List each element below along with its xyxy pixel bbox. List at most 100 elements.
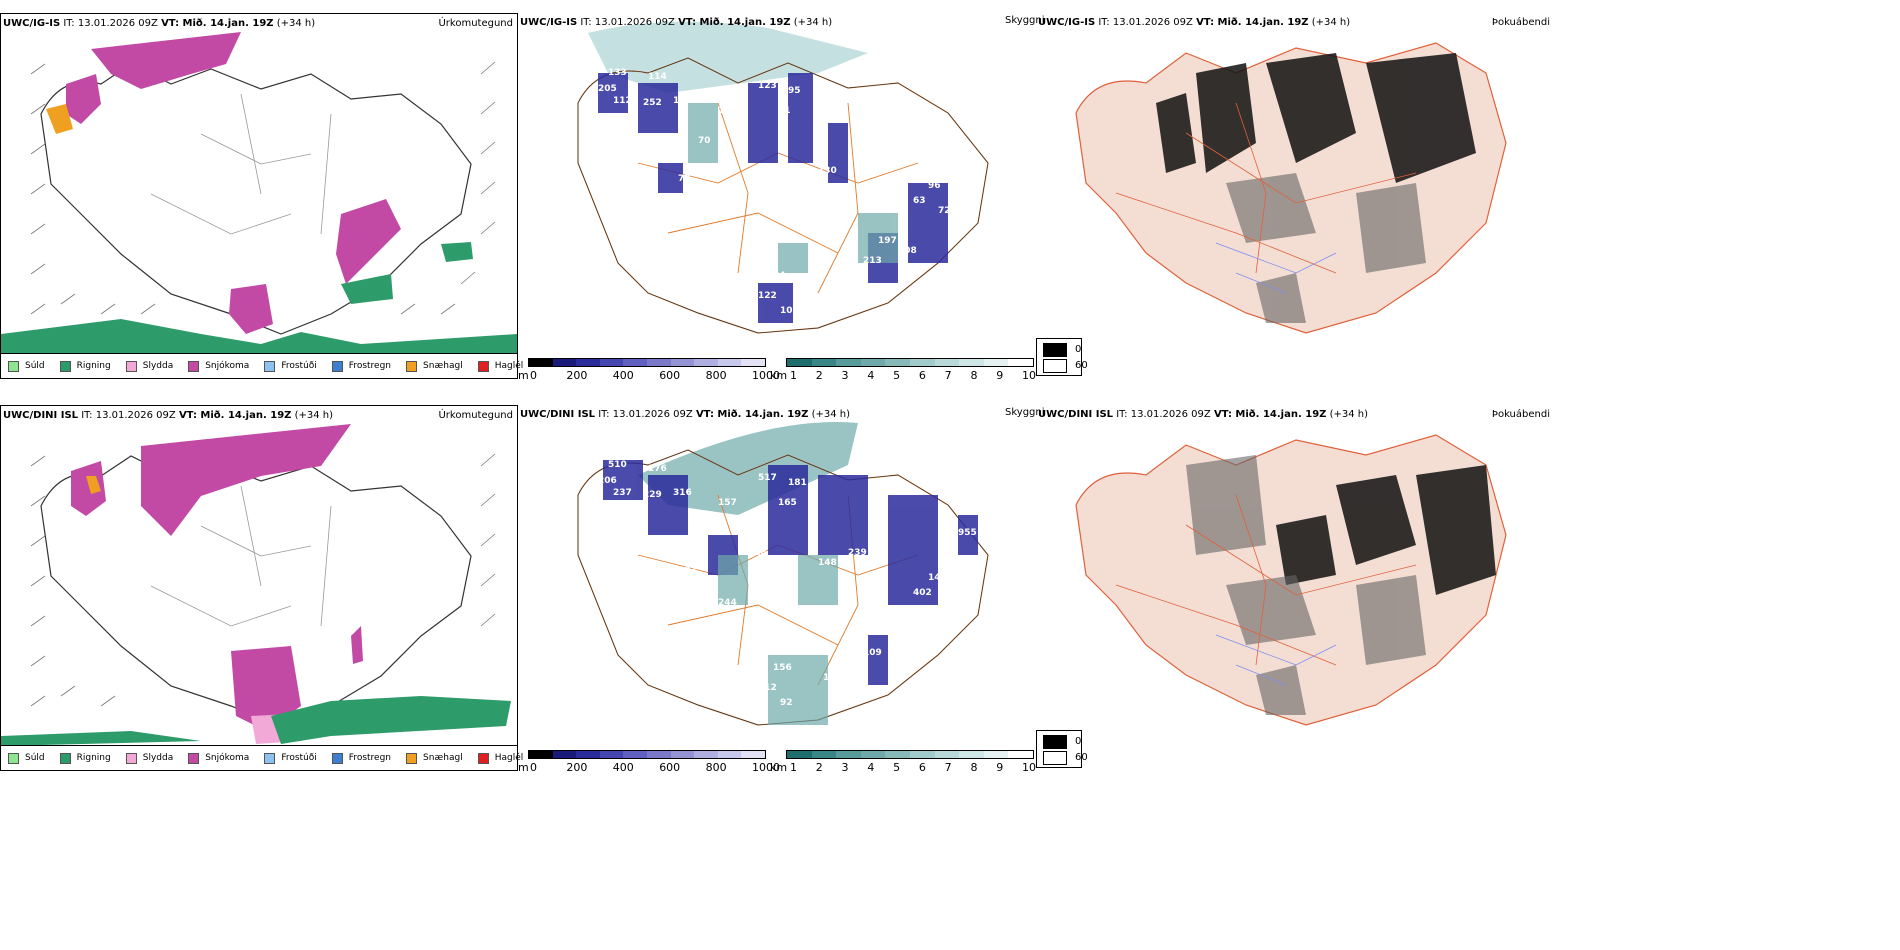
legend-label: Snjókoma [205,361,250,371]
height-tick: 400 [612,369,634,382]
legend-swatch [331,752,343,764]
visibility-map-row2: 510 176 206 237 229 316 517 181 165 157 180 125 197 1… [577,422,989,726]
legend-swatch [406,360,418,372]
legend-item-6: Snæhagl [406,752,463,764]
height-colorbar [528,750,766,759]
height-tick: 1000 [752,369,780,382]
fog-swatch-60 [1043,751,1067,765]
visibility-value: 84 [773,271,786,281]
visibility-value: 205 [598,84,617,94]
visibility-value: 70 [698,136,711,146]
legend-item-7: Haglél [477,752,523,764]
legend-item-2: Slydda [125,752,173,764]
visibility-value: 77 [678,174,691,184]
height-tick: 400 [612,761,634,774]
visibility-value: 206 [598,476,617,486]
legend-label: Snæhagl [423,361,463,371]
fog-title-row1: Þokuábendi [1491,17,1550,28]
legend-item-3: Snjókoma [188,360,250,372]
distance-tick: 9 [996,761,1004,774]
visibility-value: 95 [788,86,801,96]
height-tick: 800 [705,761,727,774]
distance-tick: 2 [815,369,823,382]
visibility-value: 157 [718,498,737,508]
visibility-value: 176 [648,464,667,474]
visibility-value: 142 [928,573,947,583]
visibility-panel-row2: 510 176 206 237 229 316 517 181 165 157 180 125 197 1… [518,405,1045,774]
legend-swatch [125,752,137,764]
distance-tick: 2 [815,761,823,774]
legend-item-4: Frostúði [264,360,317,372]
visibility-value: 163 [898,638,917,648]
height-tick: 600 [659,761,681,774]
visibility-value: 75 [668,156,681,166]
precip-header-row2: UWC/DINI ISL IT: 13.01.2026 09Z VT: Mið.… [3,410,334,421]
visibility-value: 105 [823,673,842,683]
visibility-value: 165 [778,498,797,508]
visibility-value: 72 [938,206,951,216]
visibility-value: 81 [778,106,791,116]
visibility-value: 112 [613,96,632,106]
visibility-value: 510 [608,460,627,470]
fog-header-row2: UWC/DINI ISL IT: 13.01.2026 09Z VT: Mið.… [1038,409,1369,420]
legend-label: Frostregn [348,753,392,763]
visibility-value: 955 [958,528,977,538]
height-tick: 200 [566,761,588,774]
distance-tick: 1 [790,761,797,774]
visibility-value: 181 [788,478,807,488]
visibility-value: 92 [728,124,741,134]
legend-label: Snæhagl [423,753,463,763]
visibility-value: 123 [758,81,777,91]
visibility-value: 225 [878,628,897,638]
visibility-value: 402 [913,588,932,598]
visibility-value: 180 [728,516,747,526]
height-tick: 200 [566,369,588,382]
fog-swatch-0 [1043,735,1067,749]
legend-swatch [188,752,200,764]
fog-panel-row1: UWC/IG-IS IT: 13.01.2026 09Z VT: Mið. 14… [1036,13,1556,379]
legend-label: Súld [25,361,45,371]
distance-tick: 3 [841,761,849,774]
legend-item-4: Frostúði [264,752,317,764]
visibility-value: 114 [648,72,667,82]
fog-swatch-0 [1043,343,1067,357]
legend-label: Frostregn [348,361,392,371]
height-tick: 0 [530,369,537,382]
fog-swatch-60 [1043,359,1067,373]
visibility-value: 244 [718,598,737,608]
visibility-panel-row1: 133 114 205 112 252 133 123 95 81 12 92 70 75 77 197 21… [518,13,1045,382]
fog-map-row2 [1075,434,1507,726]
precip-legend-row1: Súld Rigning Slydda Snjókoma Frostúði Frostre… [1,353,523,378]
visibility-value: 147 [628,568,647,578]
visibility-value: 122 [758,291,777,301]
legend-item-1: Rigning [59,752,111,764]
fog-legend-row1: 0 60 [1036,338,1088,376]
legend-swatch [406,752,418,764]
legend-item-3: Snjókoma [188,752,250,764]
precip-header-row1: UWC/IG-IS IT: 13.01.2026 09Z VT: Mið. 14… [3,18,316,29]
visibility-value: 109 [863,648,882,658]
distance-tick: 10 [1022,369,1036,382]
visibility-value: 130 [818,166,837,176]
legend-swatch [264,360,276,372]
distance-tick: 4 [867,369,875,382]
visibility-value: 202 [938,598,957,608]
visibility-value: 148 [818,558,837,568]
legend-item-2: Slydda [125,360,173,372]
visibility-value: 125 [698,528,717,538]
distance-tick: 5 [893,761,901,774]
height-tick: 1000 [752,761,780,774]
distance-colorbar [786,750,1034,759]
height-tick: 0 [530,761,537,774]
precip-title-row2: Úrkomutegund [438,410,513,421]
visibility-title-row2: Skyggni [1005,407,1045,418]
legend-swatch [477,752,489,764]
visibility-header-row2: UWC/DINI ISL IT: 13.01.2026 09Z VT: Mið.… [520,409,851,420]
visibility-value: 156 [773,663,792,673]
legend-label: Snjókoma [205,753,250,763]
legend-swatch [125,360,137,372]
legend-label: Haglél [494,361,524,371]
legend-swatch [8,752,19,764]
precip-panel-row2: UWC/DINI ISL IT: 13.01.2026 09Z VT: Mið.… [0,405,523,771]
legend-item-0: Súld [8,752,45,764]
